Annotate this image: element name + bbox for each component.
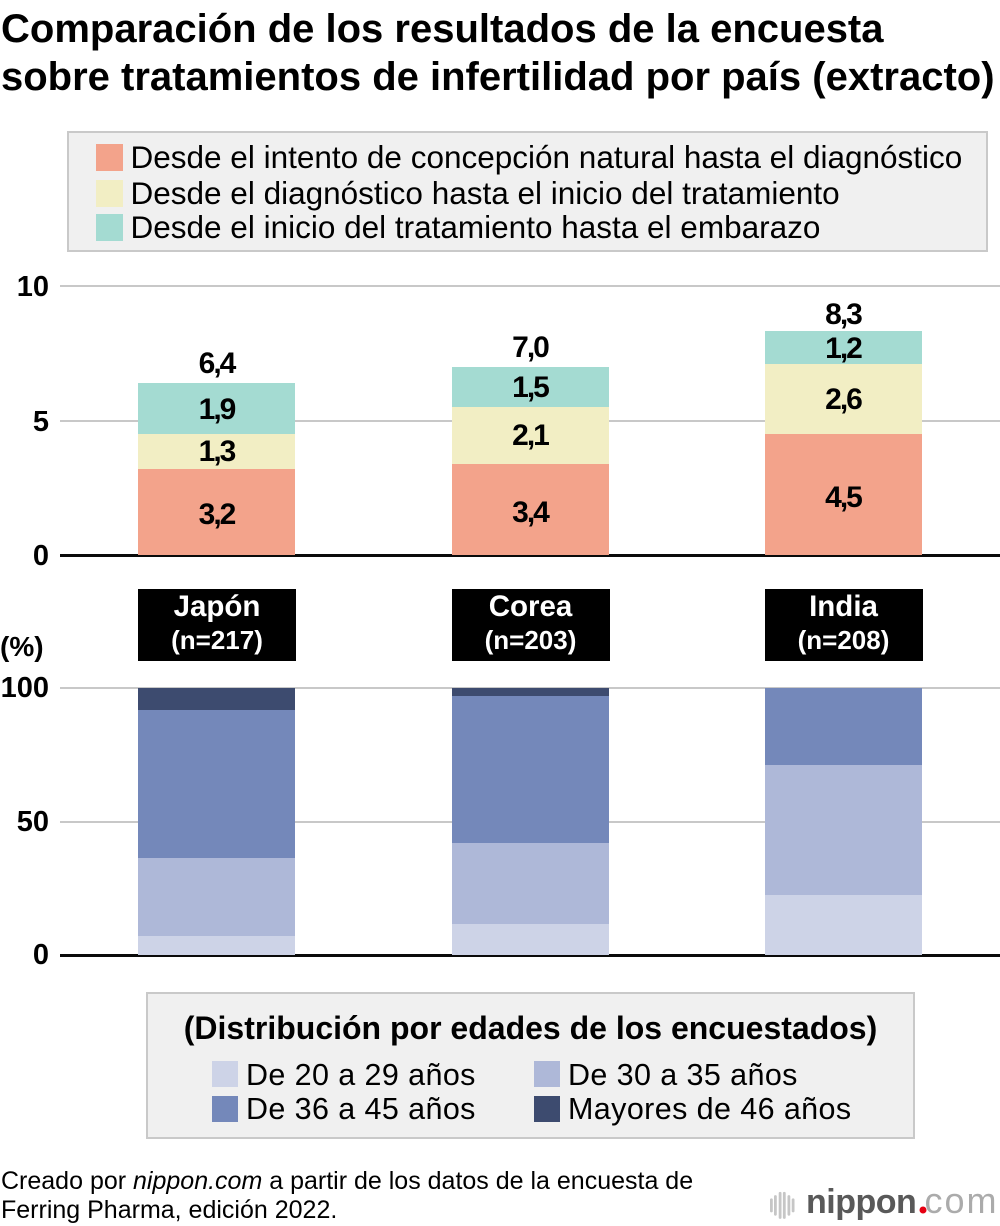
svg-text:com: com (925, 1186, 999, 1220)
svg-text:nippon: nippon (806, 1186, 916, 1220)
